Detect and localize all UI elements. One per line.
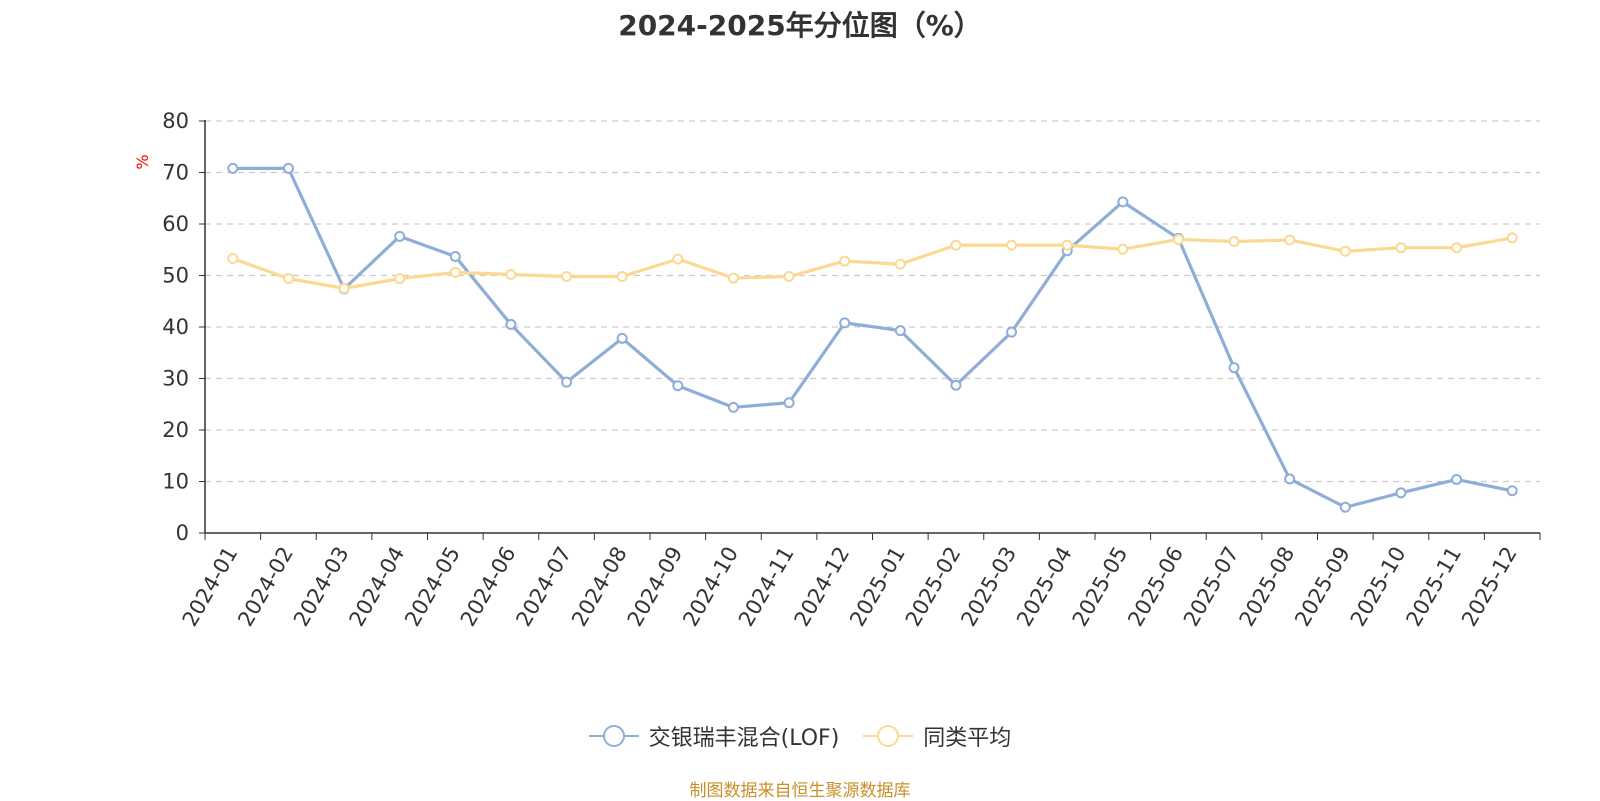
series-1-point[interactable] [1172, 233, 1184, 245]
x-tick-label: 2025-12 [1457, 543, 1522, 631]
series-0-point[interactable] [1339, 501, 1351, 513]
chart-title: 2024-2025年分位图（%） [618, 9, 982, 42]
x-tick-label: 2025-03 [956, 543, 1021, 631]
series-0-point[interactable] [1006, 326, 1018, 338]
series-0-point[interactable] [1284, 473, 1296, 485]
x-tick-label: 2025-01 [845, 543, 910, 631]
series-0-point[interactable] [1117, 196, 1129, 208]
legend-item-average[interactable]: 同类平均 [863, 720, 1011, 752]
x-tick-label: 2024-07 [511, 543, 576, 631]
legend-swatch-fund-icon [588, 725, 639, 747]
legend-item-fund[interactable]: 交银瑞丰混合(LOF) [588, 720, 840, 752]
y-tick-label: 10 [162, 470, 189, 494]
y-tick-label: 30 [162, 367, 189, 391]
x-tick-label: 2024-08 [567, 543, 632, 631]
x-tick-label: 2024-04 [345, 543, 410, 631]
series-1-point[interactable] [616, 271, 628, 283]
y-tick-label: 70 [162, 161, 189, 185]
series-1-point[interactable] [227, 253, 239, 265]
x-tick-label: 2025-08 [1235, 543, 1300, 631]
y-tick-label: 40 [162, 315, 189, 339]
series-0-point[interactable] [672, 380, 684, 392]
y-axis-label: % [133, 154, 152, 169]
x-tick-label: 2024-09 [623, 543, 688, 631]
series-0-point[interactable] [1451, 473, 1463, 485]
series-0-point[interactable] [727, 401, 739, 413]
series-0-point[interactable] [394, 230, 406, 242]
series-0-point[interactable] [950, 379, 962, 391]
x-tick-label: 2025-05 [1068, 543, 1133, 631]
x-tick-label: 2024-12 [790, 543, 855, 631]
x-tick-label: 2025-02 [901, 543, 966, 631]
series-1-point[interactable] [505, 268, 517, 280]
x-tick-label: 2025-07 [1179, 543, 1244, 631]
legend-swatch-average-icon [863, 725, 914, 747]
y-tick-label: 0 [176, 521, 189, 545]
series-0-point[interactable] [1228, 362, 1240, 374]
y-tick-label: 80 [162, 109, 189, 133]
series-1-point[interactable] [672, 253, 684, 265]
series-1-point[interactable] [783, 271, 795, 283]
series-1-point[interactable] [894, 258, 906, 270]
x-tick-label: 2024-01 [178, 543, 243, 631]
legend: 交银瑞丰混合(LOF) 同类平均 [0, 720, 1600, 752]
axes: 010203040506070802024-012024-022024-0320… [162, 109, 1541, 631]
series-line-1 [232, 236, 1513, 290]
series-1-point[interactable] [839, 255, 851, 267]
series-1-point[interactable] [449, 266, 461, 278]
series-0-point[interactable] [282, 162, 294, 174]
series-1-point[interactable] [1451, 242, 1463, 254]
x-tick-label: 2025-11 [1401, 543, 1466, 631]
x-tick-label: 2024-03 [289, 543, 354, 631]
x-tick-label: 2024-05 [400, 543, 465, 631]
series-1-point[interactable] [1284, 234, 1296, 246]
series-1-point[interactable] [394, 273, 406, 285]
series-1-point[interactable] [561, 271, 573, 283]
series-1-point[interactable] [1395, 242, 1407, 254]
series-1-point[interactable] [1061, 239, 1073, 251]
y-tick-label: 60 [162, 212, 189, 236]
series-0-point[interactable] [449, 250, 461, 262]
legend-label-fund: 交银瑞丰混合(LOF) [648, 726, 840, 751]
series-line-0 [232, 166, 1513, 509]
series-1-point[interactable] [1228, 236, 1240, 248]
series-0-point[interactable] [1395, 487, 1407, 499]
series-0-point[interactable] [1506, 485, 1518, 497]
x-tick-label: 2024-02 [233, 543, 298, 631]
x-tick-label: 2024-06 [456, 543, 521, 631]
series-1-point[interactable] [950, 239, 962, 251]
series-0-point[interactable] [227, 162, 239, 174]
series-1-point[interactable] [1339, 245, 1351, 257]
series-1-point[interactable] [1117, 243, 1129, 255]
series-0-point[interactable] [839, 317, 851, 329]
legend-label-average: 同类平均 [923, 726, 1012, 751]
series-0-point[interactable] [783, 397, 795, 409]
x-tick-label: 2025-09 [1290, 543, 1355, 631]
series-lines [227, 162, 1518, 513]
x-tick-label: 2024-11 [734, 543, 799, 631]
x-tick-label: 2025-04 [1012, 543, 1077, 631]
y-tick-label: 50 [162, 264, 189, 288]
x-tick-label: 2024-10 [678, 543, 743, 631]
series-1-point[interactable] [338, 282, 350, 294]
series-1-point[interactable] [1506, 232, 1518, 244]
series-1-point[interactable] [727, 272, 739, 284]
data-source-note: 制图数据来自恒生聚源数据库 [689, 781, 911, 801]
series-0-point[interactable] [616, 332, 628, 344]
y-tick-label: 20 [162, 418, 189, 442]
series-0-point[interactable] [505, 318, 517, 330]
x-tick-label: 2025-06 [1123, 543, 1188, 631]
series-0-point[interactable] [894, 325, 906, 337]
series-1-point[interactable] [282, 273, 294, 285]
x-tick-label: 2025-10 [1346, 543, 1411, 631]
series-0-point[interactable] [561, 376, 573, 388]
series-1-point[interactable] [1006, 239, 1018, 251]
grid-lines [205, 120, 1540, 483]
